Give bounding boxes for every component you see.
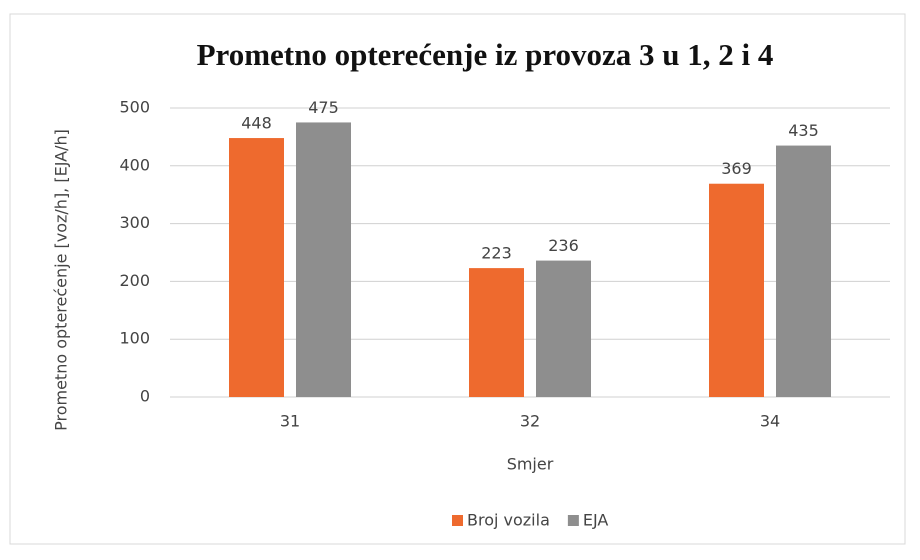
bar bbox=[776, 145, 831, 397]
chart-title: Prometno opterećenje iz provoza 3 u 1, 2… bbox=[197, 37, 774, 72]
bar bbox=[229, 138, 284, 397]
y-tick-label: 300 bbox=[119, 213, 150, 232]
data-label: 475 bbox=[308, 98, 339, 117]
x-tick-label: 34 bbox=[760, 412, 780, 431]
bar bbox=[469, 268, 524, 397]
bar bbox=[709, 183, 764, 397]
x-tick-label: 31 bbox=[280, 412, 300, 431]
data-label: 435 bbox=[788, 121, 819, 140]
bar bbox=[536, 260, 591, 397]
legend-label: Broj vozila bbox=[467, 511, 550, 530]
y-tick-label: 500 bbox=[119, 98, 150, 117]
bar bbox=[296, 122, 351, 397]
y-tick-label: 400 bbox=[119, 155, 150, 174]
y-tick-label: 100 bbox=[119, 329, 150, 348]
data-label: 448 bbox=[241, 114, 272, 133]
x-axis-label: Smjer bbox=[507, 455, 554, 474]
x-tick-label: 32 bbox=[520, 412, 540, 431]
legend-label: EJA bbox=[583, 511, 609, 530]
y-axis-label: Prometno opterećenje [voz/h], [EJA/h] bbox=[52, 129, 71, 431]
legend-swatch bbox=[567, 515, 579, 526]
y-tick-label: 0 bbox=[140, 387, 150, 406]
data-label: 369 bbox=[721, 159, 752, 178]
y-tick-label: 200 bbox=[119, 271, 150, 290]
data-label: 223 bbox=[481, 244, 512, 263]
legend-swatch bbox=[452, 515, 463, 526]
data-label: 236 bbox=[548, 236, 579, 255]
